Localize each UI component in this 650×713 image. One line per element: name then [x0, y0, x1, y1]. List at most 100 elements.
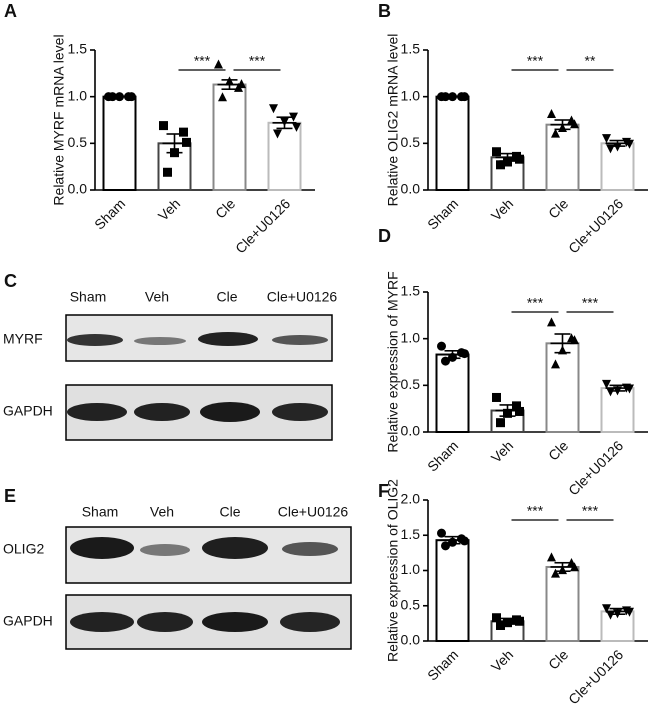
data-point — [225, 76, 234, 86]
x-tick-label: Veh — [488, 646, 516, 674]
data-point — [492, 613, 501, 623]
data-point — [602, 379, 611, 389]
data-point — [606, 610, 615, 620]
data-point — [606, 387, 615, 397]
data-point — [448, 92, 457, 102]
data-point — [606, 144, 615, 154]
x-tick-label: Cle — [545, 437, 571, 463]
significance-label: *** — [582, 295, 599, 311]
y-tick-label: 1.0 — [401, 561, 421, 577]
significance-label: *** — [249, 53, 266, 69]
data-point — [558, 123, 567, 132]
data-point — [218, 92, 227, 102]
data-point — [496, 418, 505, 428]
data-point — [448, 352, 457, 362]
band — [70, 612, 134, 632]
x-tick-label: Cle+U0126 — [565, 195, 626, 256]
data-point — [613, 386, 622, 396]
y-axis-label: Relative MYRF mRNA level — [51, 34, 67, 205]
data-point — [460, 536, 469, 546]
band — [200, 402, 260, 422]
x-tick-label: Cle+U0126 — [565, 646, 626, 707]
lane-label: Cle+U0126 — [278, 504, 349, 520]
data-point — [182, 137, 191, 147]
y-axis-label: Relative expression of MYRF — [385, 271, 401, 452]
band — [202, 612, 268, 632]
data-point — [613, 142, 622, 152]
data-point — [492, 147, 501, 157]
x-tick-label: Veh — [488, 437, 516, 465]
data-point — [163, 167, 172, 177]
y-tick-label: 2.0 — [401, 491, 421, 507]
y-axis-label: Relative OLIG2 mRNA level — [385, 34, 401, 207]
y-tick-label: 0.0 — [401, 181, 421, 197]
data-point — [441, 541, 450, 551]
significance-label: *** — [527, 503, 544, 519]
band — [198, 332, 258, 346]
band — [67, 403, 127, 421]
y-tick-label: 0.5 — [401, 376, 421, 392]
row-label: OLIG2 — [3, 541, 44, 557]
band — [280, 612, 340, 632]
data-point — [625, 139, 634, 149]
panel-letter: F — [378, 481, 389, 501]
data-point — [289, 112, 298, 122]
significance-label: *** — [582, 503, 599, 519]
data-point — [492, 392, 501, 402]
x-tick-label: Cle — [212, 195, 238, 221]
x-tick-label: Sham — [424, 646, 461, 683]
band — [137, 612, 193, 632]
data-point — [515, 616, 524, 626]
data-point — [551, 359, 560, 369]
data-point — [503, 408, 512, 418]
y-tick-label: 1.5 — [401, 526, 421, 542]
bar — [435, 95, 470, 191]
data-point — [292, 122, 301, 132]
data-point — [269, 104, 278, 114]
data-point — [437, 528, 446, 538]
y-tick-label: 0.0 — [401, 423, 421, 439]
bar — [435, 539, 470, 642]
data-point — [496, 620, 505, 630]
data-point — [179, 127, 188, 137]
y-tick-label: 1.0 — [401, 329, 421, 345]
band — [70, 537, 134, 559]
band — [272, 335, 328, 345]
data-point — [437, 341, 446, 351]
data-point — [237, 79, 246, 89]
data-point — [441, 92, 450, 102]
data-point — [625, 384, 634, 394]
blot-e — [65, 526, 352, 650]
data-point — [551, 128, 560, 138]
lane-label: Cle+U0126 — [267, 289, 338, 305]
data-point — [602, 134, 611, 144]
data-point — [280, 117, 289, 127]
band — [134, 403, 190, 421]
significance-label: *** — [527, 53, 544, 69]
x-tick-label: Cle+U0126 — [232, 195, 293, 256]
row-label: MYRF — [3, 331, 43, 347]
data-point — [547, 109, 556, 118]
data-point — [503, 618, 512, 628]
y-tick-label: 1.5 — [68, 41, 88, 57]
y-tick-label: 1.5 — [401, 283, 421, 299]
x-tick-label: Veh — [488, 195, 516, 223]
y-axis-label: Relative expression of OLIG2 — [385, 479, 401, 662]
row-label: GAPDH — [3, 403, 53, 419]
data-point — [547, 552, 556, 562]
x-tick-label: Sham — [424, 195, 461, 232]
y-tick-label: 1.0 — [401, 87, 421, 103]
significance-label: *** — [194, 53, 211, 69]
bar — [435, 353, 470, 433]
panel-letter: E — [4, 486, 16, 506]
bar — [545, 123, 580, 191]
data-point — [108, 92, 117, 102]
lane-label: Sham — [70, 289, 107, 305]
data-point — [547, 317, 556, 327]
panel-letter: B — [378, 1, 391, 21]
lane-label: Sham — [82, 504, 119, 520]
data-point — [460, 349, 469, 359]
x-tick-label: Cle — [545, 646, 571, 672]
x-tick-label: Cle — [545, 195, 571, 221]
